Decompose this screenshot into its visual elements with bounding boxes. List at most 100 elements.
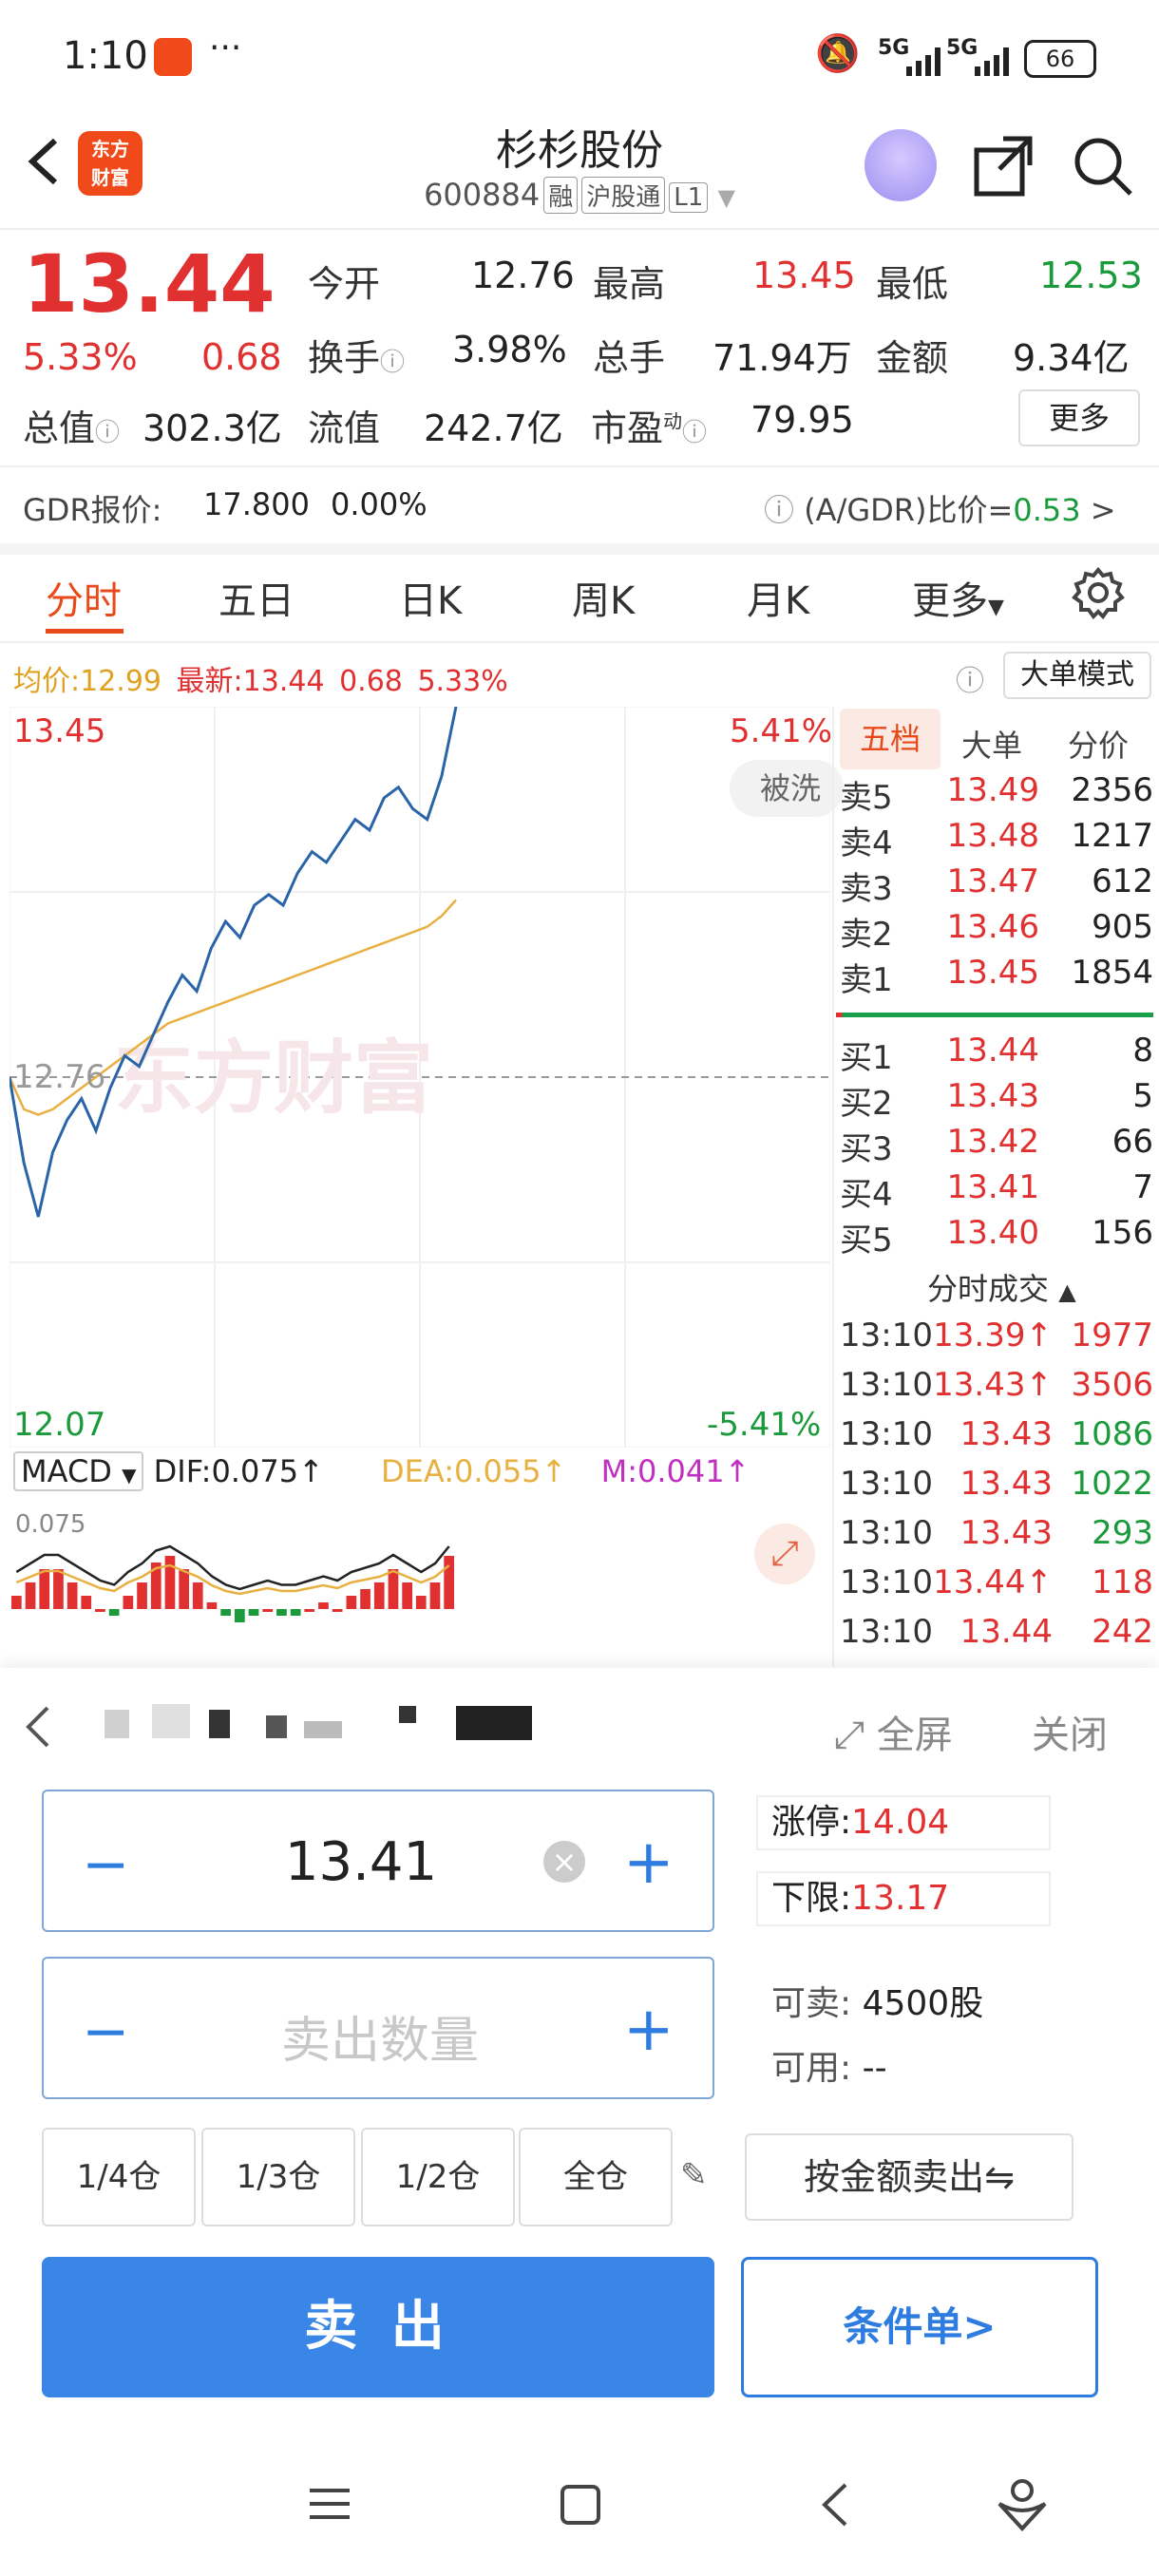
macd-bar [388,1569,399,1609]
price-chart[interactable]: 东方财富 [10,707,830,1448]
mute-icon: 🔕 [815,32,861,74]
gear-icon[interactable] [1072,566,1125,623]
price-plus-button[interactable]: + [623,1828,674,1898]
level-volume: 7 [1132,1168,1153,1206]
position-half-button[interactable]: 1/2仓 [361,2128,515,2226]
tab-five-day[interactable]: 五日 [218,579,294,623]
buy-level-row[interactable]: 买5 13.40 156 [840,1214,1153,1260]
buy-level-row[interactable]: 买1 13.44 8 [840,1032,1153,1077]
big-order-mode-button[interactable]: 大单模式 [1003,652,1151,699]
ob-tab-price[interactable]: 分价 [1068,728,1130,764]
total-cap-label: 总值ⓘ [23,399,120,451]
trade-price: 13.43↑ [933,1366,1053,1404]
macd-bar [262,1609,274,1612]
tab-more[interactable]: 更多▼ [912,570,1004,625]
sell-button[interactable]: 卖 出 [42,2257,714,2397]
buy-level-row[interactable]: 买2 13.43 5 [840,1077,1153,1123]
macd-bar [206,1602,218,1609]
level-volume: 1854 [1071,954,1153,992]
stock-code-line[interactable]: 600884 融沪股通 L1 ▼ [0,177,1159,214]
position-full-button[interactable]: 全仓 [519,2128,673,2226]
info-icon[interactable]: ⓘ [682,419,708,447]
price-line [10,707,458,1218]
macd-selector[interactable]: MACD ▼ [13,1451,144,1491]
tag-margin: 融 [543,177,579,214]
trade-row: 13:10 13.43↑ 3506 [840,1366,1153,1411]
tag-level: L1 [669,182,709,213]
price-input[interactable]: 13.41 [284,1831,438,1893]
level-price: 13.42 [946,1123,1039,1161]
macd-dif: DIF:0.075 [153,1453,299,1489]
macd-bar [276,1609,287,1616]
qty-plus-button[interactable]: + [623,1995,674,2065]
macd-bar [137,1582,147,1609]
back-icon[interactable] [19,133,66,194]
home-icon[interactable] [557,2481,604,2532]
latest-chg: 0.68 [339,665,403,698]
trades-title[interactable]: 分时成交 ▲ [927,1265,1076,1309]
share-icon[interactable] [971,133,1037,203]
sellable-label: 可卖: [771,1984,852,2023]
gdr-ratio-line[interactable]: ⓘ (A/GDR)比价=0.53 > [764,486,1116,530]
macd-dea: DEA:0.055 [381,1453,542,1489]
tab-more-label: 更多 [912,579,988,623]
clear-icon[interactable]: × [543,1841,585,1883]
float-cap-label: 流值 [308,407,381,449]
assistant-avatar[interactable] [864,129,937,201]
macd-dif-line [15,1544,450,1591]
sell-by-amount-button[interactable]: 按金额卖出⇋ [745,2133,1074,2221]
gdr-price: 17.800 [203,486,310,522]
volume-label: 总手 [593,337,666,379]
position-third-button[interactable]: 1/3仓 [201,2128,355,2226]
qty-minus-button[interactable]: − [82,1998,130,2065]
avg-price-line [10,899,457,1116]
float-cap-value: 242.7亿 [424,407,563,449]
ob-tab-big[interactable]: 大单 [961,728,1023,764]
edit-icon[interactable]: ✎ [680,2156,708,2194]
position-quarter-button[interactable]: 1/4仓 [42,2128,196,2226]
limit-up-box[interactable]: 涨停:14.04 [756,1795,1051,1850]
more-button[interactable]: 更多 [1018,389,1140,446]
limit-down-box[interactable]: 下限:13.17 [756,1871,1051,1926]
conditional-order-button[interactable]: 条件单> [741,2257,1098,2397]
help-icon: ⓘ [764,492,795,528]
sell-level-row[interactable]: 卖3 13.47 612 [840,862,1153,908]
quantity-input[interactable]: 卖出数量 [280,2013,479,2070]
fullscreen-label: 全屏 [876,1714,953,1757]
side-tag[interactable]: 被洗 [730,760,844,817]
info-icon[interactable]: ⓘ [95,419,121,447]
expand-icon[interactable]: ⤢ [754,1524,815,1584]
macd-bar [150,1563,162,1609]
info-icon[interactable]: ⓘ [380,349,406,377]
sell-level-row[interactable]: 卖5 13.49 2356 [840,771,1153,817]
ob-tab-five[interactable]: 五档 [840,709,940,769]
tab-weekly-k[interactable]: 周K [572,579,636,623]
buy-level-row[interactable]: 买3 13.42 66 [840,1123,1153,1168]
total-cap-label-text: 总值 [23,407,96,449]
tab-intraday[interactable]: 分时 [46,579,122,623]
close-button[interactable]: 关闭 [1032,1714,1108,1757]
sell-level-row[interactable]: 卖1 13.45 1854 [840,954,1153,999]
price-minus-button[interactable]: − [82,1831,130,1898]
assistant-nav-icon[interactable] [996,2475,1049,2536]
menu-icon[interactable] [306,2481,353,2532]
tab-daily-k[interactable]: 日K [399,579,463,623]
level-volume: 5 [1132,1077,1153,1115]
order-book-divider [832,707,834,1666]
trade-row: 13:10 13.43 1022 [840,1465,1153,1510]
current-price: 13.44 [23,237,276,331]
panel-back-icon[interactable] [19,1700,57,1757]
macd-chart[interactable] [10,1505,830,1666]
sell-level-row[interactable]: 卖2 13.46 905 [840,908,1153,954]
help-icon[interactable]: ⓘ [956,665,984,698]
fullscreen-button[interactable]: ⤢ 全屏 [834,1704,953,1759]
tab-monthly-k[interactable]: 月K [747,579,810,623]
arrow-up-icon: ↑ [541,1453,567,1489]
signal-1-icon [884,46,946,76]
macd-bar [192,1582,203,1609]
buy-level-row[interactable]: 买4 13.41 7 [840,1168,1153,1214]
tab-indicator [46,629,124,634]
search-icon[interactable] [1070,133,1136,203]
sell-level-row[interactable]: 卖4 13.48 1217 [840,817,1153,862]
nav-back-icon[interactable] [813,2479,861,2534]
